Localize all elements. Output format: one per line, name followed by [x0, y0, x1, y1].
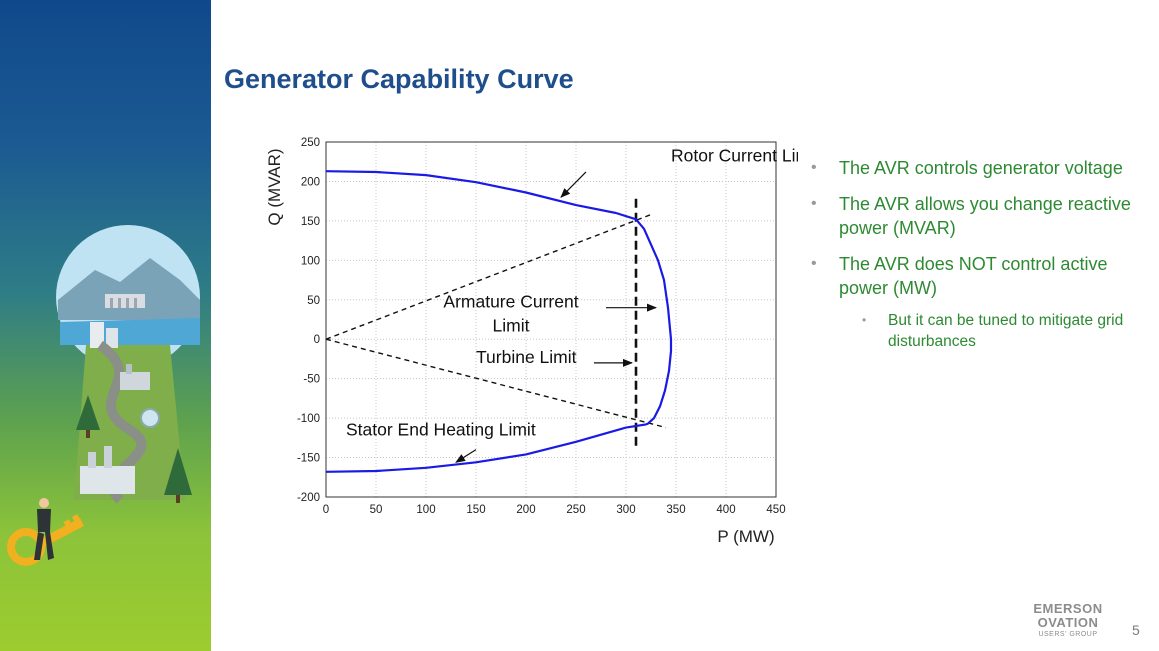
bullet-list: • The AVR controls generator voltage • The … — [810, 156, 1140, 364]
x-tick-label: 150 — [466, 504, 485, 516]
bullet-dot: • — [811, 195, 817, 212]
cooling-tower — [90, 322, 104, 348]
chart-grid — [325, 141, 777, 498]
bullet-text: The AVR does NOT control active power (M… — [839, 254, 1108, 298]
x-tick-label: 350 — [666, 504, 685, 516]
x-tick-label: 200 — [516, 504, 535, 516]
bullet-item: • The AVR controls generator voltage — [810, 156, 1140, 180]
chart-annotations: Rotor Current Limit Armature Current Limit… — [346, 146, 798, 463]
man-body — [37, 509, 51, 532]
y-tick-labels: 250 200 150 100 50 0 -50 -100 -150 -200 — [297, 137, 320, 504]
x-tick-label: 0 — [323, 504, 329, 516]
y-tick-label: -200 — [297, 492, 320, 504]
bullet-item: • The AVR does NOT control active power (… — [810, 252, 1140, 300]
x-tick-label: 100 — [416, 504, 435, 516]
y-tick-label: 150 — [301, 216, 320, 228]
bullet-text: The AVR allows you change reactive power… — [839, 194, 1131, 238]
mountains — [58, 258, 200, 320]
annotation-arrow — [455, 449, 477, 463]
capability-curve — [325, 170, 673, 473]
armature-limit-line-upper — [325, 213, 652, 340]
chart-lines — [325, 170, 673, 473]
keyhole-landscape-illustration — [7, 225, 200, 566]
y-tick-label: 200 — [301, 176, 320, 188]
y-tick-label: -100 — [297, 413, 320, 425]
bullet-item: • But it can be tuned to mitigate grid di… — [810, 310, 1140, 352]
tree-right — [164, 448, 192, 495]
x-tick-label: 250 — [566, 504, 585, 516]
x-tick-label: 450 — [766, 504, 785, 516]
plant — [80, 466, 135, 494]
logo-line-2: OVATION — [1037, 615, 1099, 630]
logo-line-3: USERS' GROUP — [1038, 631, 1098, 638]
keyhole-body — [74, 345, 185, 500]
annotation-label: Armature Current — [443, 292, 578, 312]
annotation-label: Stator End Heating Limit — [346, 419, 536, 439]
tree-left — [76, 395, 100, 430]
y-tick-label: -150 — [297, 453, 320, 465]
x-tick-label: 300 — [616, 504, 635, 516]
emerson-ovation-logo: EMERSON OVATION USERS' GROUP — [1018, 602, 1118, 639]
bullet-text: The AVR controls generator voltage — [839, 158, 1123, 178]
bullet-dot: • — [862, 313, 867, 327]
y-tick-label: 250 — [301, 137, 320, 149]
y-tick-label: -50 — [303, 374, 320, 386]
bullet-text: But it can be tuned to mitigate grid dis… — [888, 312, 1124, 350]
river — [60, 318, 200, 345]
annotation-label: Turbine Limit — [476, 347, 577, 367]
x-tick-labels: 0 50 100 150 200 250 300 350 400 450 — [323, 504, 786, 516]
annotation-label: Limit — [493, 315, 530, 335]
x-axis-label: P (MW) — [717, 527, 774, 546]
bullet-item: • The AVR allows you change reactive powe… — [810, 192, 1140, 240]
bullet-dot: • — [811, 159, 817, 176]
slide-title: Generator Capability Curve — [224, 64, 574, 94]
annotation-arrow — [560, 171, 587, 198]
man-head — [39, 498, 49, 508]
water-tank — [140, 408, 160, 428]
factory — [120, 372, 150, 390]
capability-chart: 0 50 100 150 200 250 300 350 400 450 250 200 150 100… — [265, 137, 798, 546]
sidebar-illustration — [0, 0, 211, 651]
bullet-dot: • — [811, 255, 817, 272]
y-tick-label: 100 — [301, 255, 320, 267]
y-tick-label: 0 — [314, 334, 320, 346]
y-axis-label: Q (MVAR) — [265, 148, 284, 225]
y-tick-label: 50 — [307, 295, 320, 307]
page-number: 5 — [1132, 622, 1140, 638]
plot-area-frame — [325, 141, 777, 498]
armature-limit-line-lower — [325, 338, 667, 429]
logo-line-1: EMERSON — [1033, 601, 1103, 616]
x-tick-label: 50 — [370, 504, 383, 516]
x-tick-label: 400 — [716, 504, 735, 516]
annotation-label: Rotor Current Limit — [671, 146, 798, 166]
